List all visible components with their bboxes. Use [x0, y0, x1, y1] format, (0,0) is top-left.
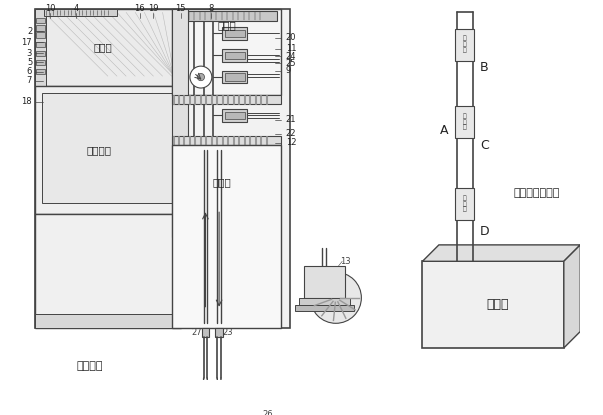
Text: 5: 5	[27, 58, 32, 67]
Bar	[455, 188, 475, 220]
Text: 8: 8	[208, 4, 213, 13]
Bar	[222, 71, 247, 83]
Bar	[35, 86, 181, 214]
Text: 10: 10	[45, 4, 55, 13]
Text: 仪表室: 仪表室	[94, 42, 113, 52]
Bar	[42, 93, 172, 203]
Bar	[215, 328, 223, 337]
Text: 26: 26	[262, 410, 273, 415]
Text: 冷却液: 冷却液	[486, 298, 508, 311]
Text: 19: 19	[148, 4, 159, 13]
Bar	[224, 51, 245, 59]
Text: 12: 12	[286, 138, 296, 147]
Bar	[455, 106, 475, 138]
Text: C: C	[480, 139, 488, 152]
Bar	[35, 214, 181, 328]
Text: 13: 13	[339, 257, 350, 266]
Text: 20: 20	[286, 33, 296, 42]
Text: A: A	[440, 124, 448, 137]
Text: 9: 9	[286, 66, 291, 75]
Text: 冷
却
液: 冷 却 液	[463, 36, 466, 53]
Bar	[172, 137, 281, 146]
Bar	[36, 32, 45, 38]
Text: B: B	[480, 61, 488, 74]
Text: 21: 21	[286, 115, 296, 124]
Bar	[304, 266, 345, 298]
Bar	[423, 261, 564, 348]
Bar	[44, 9, 117, 16]
Text: 17: 17	[22, 38, 32, 47]
Text: 柜体侧视: 柜体侧视	[77, 361, 103, 371]
Text: 25: 25	[286, 59, 296, 68]
Text: 27: 27	[191, 328, 202, 337]
Bar	[36, 25, 45, 31]
Text: 断路器室: 断路器室	[86, 145, 111, 155]
Circle shape	[190, 66, 212, 88]
Text: 母线室: 母线室	[217, 20, 236, 30]
Text: 16: 16	[134, 4, 145, 13]
Circle shape	[311, 272, 361, 323]
Text: D: D	[480, 225, 490, 238]
Bar	[35, 9, 46, 86]
Polygon shape	[564, 245, 580, 348]
Text: 7: 7	[27, 76, 32, 85]
Bar	[295, 305, 354, 310]
Text: 6: 6	[27, 67, 32, 76]
Bar	[176, 12, 277, 20]
Text: 4: 4	[74, 4, 78, 13]
Bar	[35, 9, 181, 86]
Text: 15: 15	[175, 4, 186, 13]
Bar	[35, 314, 181, 328]
Text: 2: 2	[27, 27, 32, 36]
Text: 水冷一体化部件: 水冷一体化部件	[514, 188, 560, 198]
Bar	[202, 328, 209, 337]
Bar	[222, 109, 247, 122]
Bar	[36, 69, 45, 74]
Bar	[299, 298, 350, 305]
Text: 冷
却
液: 冷 却 液	[463, 195, 466, 212]
Bar	[36, 60, 45, 65]
Bar	[172, 9, 281, 95]
Text: 18: 18	[22, 97, 32, 106]
Text: 电缆室: 电缆室	[212, 177, 231, 187]
Bar	[224, 29, 245, 37]
Text: 3: 3	[27, 49, 32, 58]
Bar	[36, 51, 45, 56]
Text: 23: 23	[223, 328, 233, 337]
Text: 24: 24	[286, 51, 296, 61]
Polygon shape	[423, 245, 580, 261]
Bar	[455, 29, 475, 61]
Bar	[36, 18, 45, 23]
Bar	[172, 146, 281, 328]
Bar	[224, 112, 245, 119]
Bar	[224, 73, 245, 81]
Bar	[36, 42, 45, 47]
Bar	[222, 27, 247, 40]
Text: 冷
却
液: 冷 却 液	[463, 113, 466, 130]
Bar	[222, 49, 247, 61]
Bar	[172, 9, 188, 237]
Bar	[172, 95, 281, 105]
Circle shape	[197, 73, 204, 81]
Text: 22: 22	[286, 129, 296, 138]
Bar	[35, 9, 290, 328]
Text: 11: 11	[286, 44, 296, 53]
